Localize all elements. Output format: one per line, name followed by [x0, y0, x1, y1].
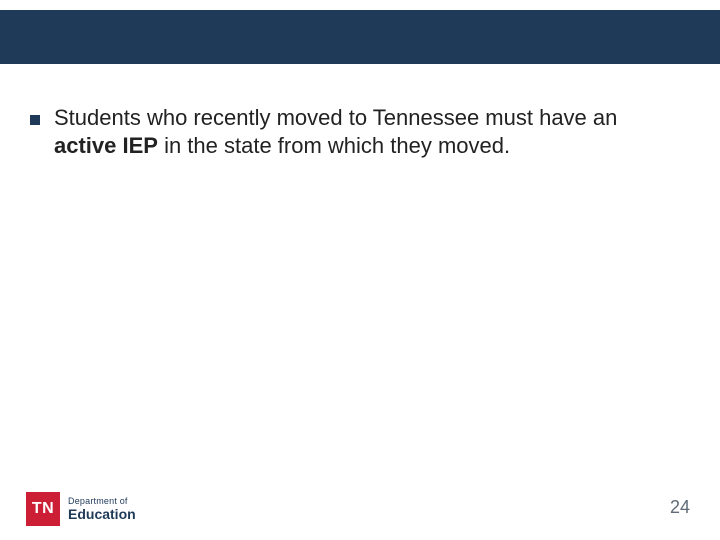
bullet-text-run: Students who recently moved to Tennessee… — [54, 105, 617, 130]
page-number: 24 — [670, 497, 690, 518]
bullet-marker-icon — [30, 115, 40, 125]
slide-title: Students who Recently Moved to TN — [26, 28, 475, 59]
slide-body: Students who recently moved to Tennessee… — [30, 104, 680, 159]
bullet-text: Students who recently moved to Tennessee… — [54, 104, 680, 159]
dept-label: Department of Education — [68, 497, 136, 521]
bullet-item: Students who recently moved to Tennessee… — [30, 104, 680, 159]
bullet-text-bold-run: active IEP — [54, 133, 158, 158]
footer: TN Department of Education — [26, 492, 136, 526]
dept-line1: Department of — [68, 497, 136, 506]
tn-logo-badge: TN — [26, 492, 60, 526]
header-white-band — [0, 0, 720, 10]
tn-logo-text: TN — [32, 500, 54, 518]
dept-line2: Education — [68, 507, 136, 521]
slide: Students who Recently Moved to TN Studen… — [0, 0, 720, 540]
bullet-text-run: in the state from which they moved. — [158, 133, 510, 158]
